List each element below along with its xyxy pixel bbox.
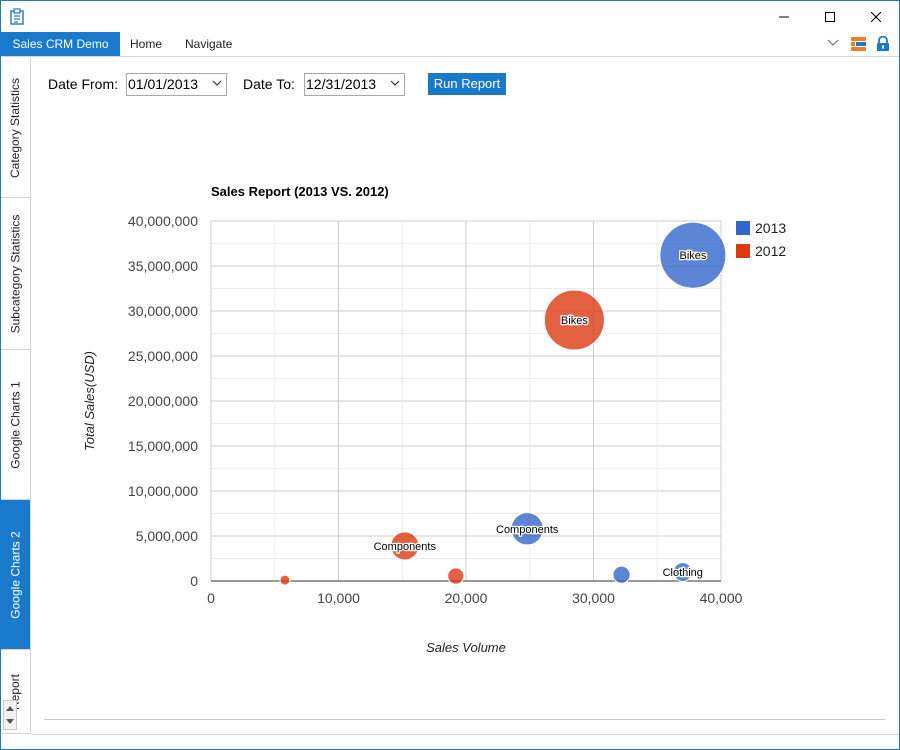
bubble-label: Bikes [561,315,588,327]
close-icon [871,11,881,22]
close-button[interactable] [853,1,899,32]
minimize-icon [779,16,789,17]
bubble-2012 [543,289,605,351]
y-tick-label: 35,000,000 [128,258,198,274]
x-tick-label: 20,000 [445,590,488,606]
x-tick-label: 30,000 [572,590,615,606]
triangle-down-icon [6,719,14,724]
chart-bubbles [279,221,727,586]
chevron-down-icon [390,80,400,86]
x-axis-ticks: 0 10,000 20,000 30,000 40,000 [207,590,743,606]
legend-label-2013: 2013 [755,220,786,236]
bubble-label: Components [496,524,559,536]
bubble-label: Bikes [679,250,706,262]
tab-google-charts-2[interactable]: Google Charts 2 [1,500,30,650]
triangle-up-icon [6,706,14,711]
bubble-2012 [390,531,420,561]
scroll-up-button[interactable] [4,701,16,715]
bubble-chart: Sales Report (2013 VS. 2012) 0 5,000,000 1… [82,184,786,655]
chart-grid [210,220,722,582]
date-to-select[interactable]: 12/31/2013 [304,73,405,96]
y-tick-label: 15,000,000 [128,438,198,454]
syncfusion-logo-icon [851,37,866,51]
bubble-2012 [447,567,465,585]
date-to-value: 12/31/2013 [306,76,377,92]
chevron-down-icon[interactable] [827,39,839,47]
bottom-border [31,734,899,735]
y-tick-label: 40,000,000 [128,213,198,229]
bubble-label: Components [374,541,437,553]
date-from-select[interactable]: 01/01/2013 [126,73,227,96]
y-axis-label: Total Sales(USD) [82,351,97,451]
chevron-down-icon [212,80,222,86]
y-tick-label: 10,000,000 [128,483,198,499]
tab-report[interactable]: Report [1,650,30,734]
bubble-labels: Bikes Bikes Components Components Clothing [372,249,708,580]
vertical-tab-strip: Category Statistics Subcategory Statisti… [1,58,31,734]
bubble-2013 [510,512,544,546]
lock-icon[interactable] [876,36,890,52]
y-tick-label: 20,000,000 [128,393,198,409]
date-from-value: 01/01/2013 [128,76,199,92]
legend-label-2012: 2012 [755,243,786,259]
tab-navigate[interactable]: Navigate [185,37,233,51]
bubble-2012 [279,574,291,586]
chart-title: Sales Report (2013 VS. 2012) [211,184,389,199]
bubble-2013 [612,565,631,584]
chart-legend: 2013 2012 [736,220,786,259]
legend-swatch-2012 [736,244,750,258]
app-menu-tab[interactable]: Sales CRM Demo [1,32,120,56]
x-axis-label: Sales Volume [426,640,506,655]
x-tick-label: 10,000 [317,590,360,606]
tab-category-statistics[interactable]: Category Statistics [1,58,30,198]
date-to-label: Date To: [243,76,295,92]
y-tick-label: 25,000,000 [128,348,198,364]
title-bar [1,1,899,32]
scroll-down-button[interactable] [4,715,16,729]
x-tick-label: 0 [207,590,215,606]
tab-home[interactable]: Home [130,37,163,51]
legend-swatch-2013 [736,221,750,235]
ribbon-tabs: Sales CRM Demo Home Navigate [1,32,899,57]
clipboard-icon [10,8,24,25]
y-tick-label: 5,000,000 [136,528,198,544]
run-report-button[interactable]: Run Report [428,73,506,95]
tab-subcategory-statistics[interactable]: Subcategory Statistics [1,198,30,350]
bubble-label: Clothing [663,567,703,579]
y-tick-label: 30,000,000 [128,303,198,319]
minimize-button[interactable] [761,1,807,32]
maximize-icon [825,11,835,22]
x-tick-label: 40,000 [700,590,743,606]
content-divider [44,719,885,720]
tab-scroll-buttons [3,700,17,730]
maximize-button[interactable] [807,1,853,32]
y-axis-ticks: 0 5,000,000 10,000,000 15,000,000 20,000,000… [128,213,198,589]
date-from-label: Date From: [48,76,119,92]
tab-google-charts-1[interactable]: Google Charts 1 [1,350,30,500]
y-tick-label: 0 [190,573,198,589]
bubble-2013 [659,221,727,289]
bubble-2013 [672,562,693,582]
